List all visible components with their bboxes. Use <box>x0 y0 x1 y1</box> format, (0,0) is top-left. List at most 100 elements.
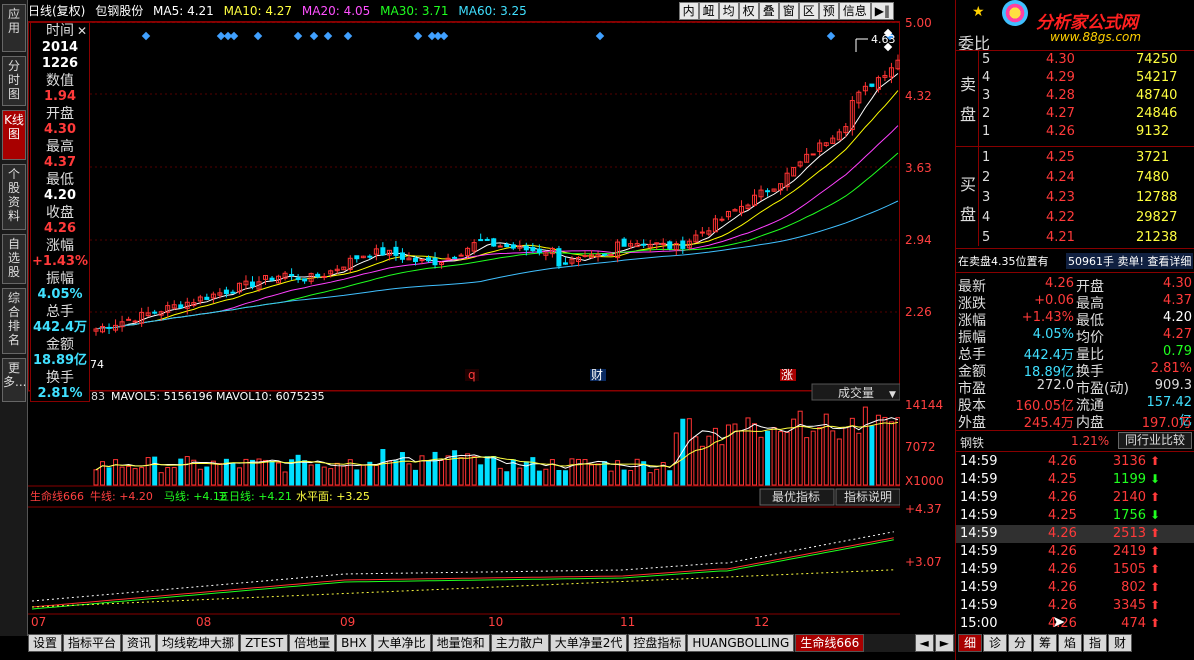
toolbar-button[interactable]: 窗 <box>778 2 799 20</box>
large-order-link[interactable]: 50961手 卖单! 查看详细 <box>1066 253 1194 269</box>
volume-bar <box>295 454 301 486</box>
toolbar-button[interactable]: 叠 <box>758 2 779 20</box>
info-label: 数值 <box>46 72 74 89</box>
signal-diamond <box>253 31 263 41</box>
indicator-help-button[interactable] <box>835 488 900 506</box>
volume-bar <box>458 457 464 486</box>
close-icon[interactable]: ✕ <box>76 24 87 38</box>
buy-price[interactable]: 4.23 <box>1046 190 1075 205</box>
volume-bar <box>236 467 242 486</box>
buy-price[interactable]: 4.25 <box>1046 150 1075 165</box>
candle-body <box>184 301 190 309</box>
volume-bar <box>484 456 490 486</box>
volume-bar <box>256 458 262 486</box>
bottom-tab[interactable]: 大单净比 <box>372 634 431 652</box>
tab-intraday[interactable]: 分时图 <box>2 56 26 106</box>
tab-more[interactable]: 更多... <box>2 358 26 402</box>
bottom-tab[interactable]: 主力散户 <box>490 634 549 652</box>
left-tab-bar: 应用 分时图 K线图 个股资料 自选股 综合排名 更多... <box>0 0 28 636</box>
info-value: 4.05% <box>37 287 83 302</box>
event-marker-q[interactable]: q <box>468 368 476 382</box>
candle-body <box>895 59 900 70</box>
bottom-tab[interactable]: 控盘指标 <box>628 634 687 652</box>
tab-kline[interactable]: K线图 <box>2 110 26 160</box>
bottom-tab[interactable]: 设置 <box>28 634 63 652</box>
volume-bar <box>354 469 360 486</box>
buy-price[interactable]: 4.21 <box>1046 230 1075 245</box>
right-tab[interactable]: 焰 <box>1058 634 1082 652</box>
price-axis-label: 2.26 <box>905 305 932 319</box>
bottom-tab-active[interactable]: 生命线666 <box>795 634 865 652</box>
tab-watchlist[interactable]: 自选股 <box>2 234 26 284</box>
toolbar-button[interactable]: ▶‖ <box>870 2 894 20</box>
right-tab[interactable]: 细 <box>958 634 982 652</box>
tick-volume: 1756 <box>1112 508 1146 523</box>
right-tab[interactable]: 诊 <box>983 634 1007 652</box>
bottom-tab[interactable]: 地量饱和 <box>431 634 490 652</box>
sell-price[interactable]: 4.29 <box>1046 70 1075 85</box>
volume-bar <box>439 459 445 486</box>
tab-ranking[interactable]: 综合排名 <box>2 288 26 354</box>
buy-price[interactable]: 4.22 <box>1046 210 1075 225</box>
toolbar-button[interactable]: 信息 <box>838 2 871 20</box>
peak-price-label: 4.63 <box>871 33 896 46</box>
moving-average-lines <box>95 73 899 330</box>
sell-price[interactable]: 4.28 <box>1046 88 1075 103</box>
buy-level: 2 <box>982 170 991 185</box>
event-marker-limit-up[interactable]: 涨 <box>781 367 793 382</box>
tick-price: 4.26 <box>1048 454 1077 469</box>
best-indicator-button[interactable] <box>759 488 835 506</box>
niu-line <box>31 537 894 608</box>
toolbar-button[interactable]: 权 <box>738 2 759 20</box>
bottom-tab[interactable]: 指标平台 <box>63 634 122 652</box>
volume-bar <box>771 427 777 486</box>
candle-body <box>752 194 758 206</box>
toolbar-button[interactable]: 衄 <box>698 2 719 20</box>
volume-bar <box>791 418 797 486</box>
sell-price[interactable]: 4.27 <box>1046 106 1075 121</box>
right-tab[interactable]: 财 <box>1108 634 1132 652</box>
candle-body <box>158 311 164 316</box>
tab-stock-profile[interactable]: 个股资料 <box>2 164 26 230</box>
candle-body <box>693 234 699 243</box>
bottom-tab[interactable]: 资讯 <box>122 634 157 652</box>
sell-price[interactable]: 4.26 <box>1046 124 1075 139</box>
scroll-right-icon[interactable]: ► <box>934 634 954 652</box>
right-tab[interactable]: 指 <box>1083 634 1107 652</box>
buy-price[interactable]: 4.24 <box>1046 170 1075 185</box>
candle-body <box>276 275 282 284</box>
toolbar-button[interactable]: 区 <box>798 2 819 20</box>
candle-body <box>589 254 595 259</box>
toolbar-button[interactable]: 均 <box>718 2 739 20</box>
right-tab[interactable]: 分 <box>1008 634 1032 652</box>
candle-body <box>289 274 295 277</box>
bottom-tab[interactable]: 倍地量 <box>289 634 336 652</box>
period-label[interactable]: 日线(复权) <box>28 4 86 18</box>
scroll-left-icon[interactable]: ◄ <box>914 634 934 652</box>
toolbar-button[interactable]: 预 <box>818 2 839 20</box>
bottom-tab[interactable]: 均线乾坤大挪 <box>157 634 240 652</box>
ma5-line <box>95 73 899 330</box>
industry-compare-button[interactable]: 同行业比较 <box>1118 432 1192 449</box>
kline-chart-area[interactable]: 4.63 74 q 财 涨 83 MAVOL5: 5156196 MAVOL10… <box>28 22 900 634</box>
volume-bar <box>204 466 210 486</box>
volume-bar <box>497 467 503 486</box>
toolbar-button[interactable]: 内 <box>678 2 699 20</box>
volume-bar <box>393 460 399 486</box>
indicator-name[interactable]: 生命线666 <box>30 489 84 503</box>
volume-dropdown[interactable] <box>811 383 900 401</box>
candle-body <box>804 153 810 163</box>
signal-diamond <box>141 31 151 41</box>
bottom-tab[interactable]: HUANGBOLLING <box>687 634 795 652</box>
logo-text: 分析家公式网 <box>1036 13 1138 33</box>
sell-price[interactable]: 4.30 <box>1046 52 1075 67</box>
tab-apps[interactable]: 应用 <box>2 4 26 52</box>
bottom-tab[interactable]: BHX <box>336 634 372 652</box>
right-tab[interactable]: 筹 <box>1033 634 1057 652</box>
arrow-up-icon: ⬆ <box>1150 490 1161 504</box>
event-marker-finance[interactable]: 财 <box>591 368 603 382</box>
bottom-tab[interactable]: 大单净量2代 <box>549 634 628 652</box>
volume-bar <box>321 466 327 486</box>
bottom-tab[interactable]: ZTEST <box>240 634 289 652</box>
info-label: 总手 <box>46 303 74 320</box>
